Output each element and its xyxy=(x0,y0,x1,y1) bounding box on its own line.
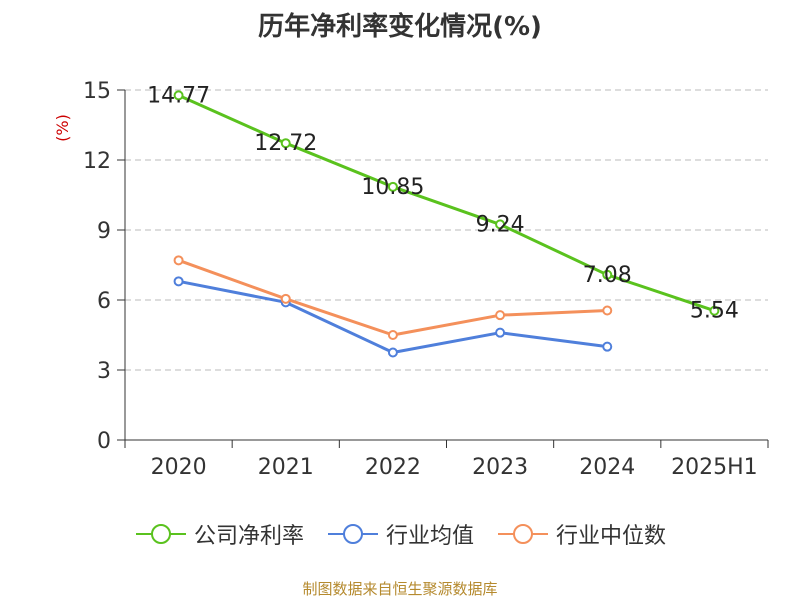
axes: 0 3 6 9 12 15 (%) 2020 2021 2022 2023 2024 2025H1 xyxy=(53,79,769,480)
series-lines xyxy=(173,90,720,358)
data-point xyxy=(280,138,291,149)
data-point xyxy=(173,255,184,266)
y-tick-label: 15 xyxy=(83,79,111,104)
legend-marker-icon xyxy=(327,524,378,544)
legend-item: 公司净利率 xyxy=(134,518,304,550)
data-point xyxy=(602,269,613,280)
data-label: 12.72 xyxy=(254,131,317,156)
chart-title: 历年净利率变化情况(%) xyxy=(258,12,542,42)
data-label: 9.24 xyxy=(476,212,525,237)
legend-marker-icon xyxy=(498,524,548,544)
data-point xyxy=(495,310,506,321)
x-tick-label: 2021 xyxy=(258,455,314,480)
data-point xyxy=(387,330,398,340)
data-point xyxy=(173,90,184,101)
y-tick-label: 0 xyxy=(97,429,111,454)
data-point xyxy=(387,347,398,358)
grid-lines xyxy=(125,89,768,371)
data-point xyxy=(602,305,613,316)
data-point xyxy=(280,293,291,304)
y-axis-label: (%) xyxy=(53,114,72,142)
x-tick-label: 2024 xyxy=(579,455,635,480)
series-line xyxy=(177,93,715,313)
legend-item: 行业中位数 xyxy=(496,518,666,550)
data-label: 14.77 xyxy=(147,83,210,108)
y-tick-label: 12 xyxy=(83,149,111,174)
legend-label: 公司净利率 xyxy=(193,524,304,549)
legend-item: 行业均值 xyxy=(326,518,474,550)
data-point xyxy=(495,327,506,338)
data-point xyxy=(173,276,184,287)
data-point xyxy=(602,341,613,352)
data-label: 5.54 xyxy=(690,299,739,324)
legend: 公司净利率 行业均值 行业中位数 xyxy=(0,518,800,550)
data-point xyxy=(709,305,720,316)
data-labels: 14.77 12.72 10.85 9.24 7.08 5.54 xyxy=(147,83,739,323)
y-tick-label: 6 xyxy=(97,289,111,314)
data-label: 7.08 xyxy=(583,263,632,288)
x-tick-label: 2020 xyxy=(151,455,207,480)
x-tick-label: 2022 xyxy=(365,455,421,480)
y-tick-label: 9 xyxy=(97,219,111,244)
data-point xyxy=(495,219,506,230)
y-tick-label: 3 xyxy=(97,359,111,384)
data-label: 10.85 xyxy=(361,175,424,200)
source-note: 制图数据来自恒生聚源数据库 xyxy=(302,580,498,598)
legend-marker-icon xyxy=(135,524,186,544)
legend-label: 行业中位数 xyxy=(556,524,667,549)
series-line xyxy=(178,279,608,354)
x-tick-label: 2025H1 xyxy=(671,455,758,480)
data-point xyxy=(387,181,398,192)
x-tick-label: 2023 xyxy=(472,455,528,480)
legend-label: 行业均值 xyxy=(385,524,474,549)
series-line xyxy=(178,258,608,337)
